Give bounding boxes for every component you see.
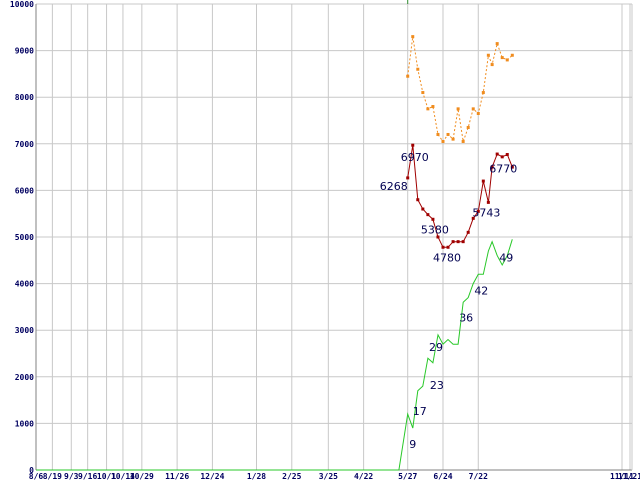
y-tick-label: 2000 bbox=[15, 373, 34, 382]
data-point-red bbox=[505, 153, 509, 157]
x-tick-label: 2/25 bbox=[282, 472, 301, 480]
data-point-red bbox=[461, 240, 465, 244]
x-tick-label: 11/26 bbox=[165, 472, 189, 480]
data-point-red bbox=[436, 235, 440, 239]
x-tick-label: 11/21 bbox=[618, 472, 640, 480]
y-axis-ticks: 0 1000 2000 3000 4000 5000 6000 7000 8000 9000 100… bbox=[10, 0, 34, 475]
data-point-red bbox=[411, 143, 415, 147]
data-point-orange bbox=[466, 125, 470, 129]
x-tick-label: 9/3 bbox=[64, 472, 79, 480]
x-tick-label: 10/29 bbox=[130, 472, 154, 480]
data-point-red bbox=[476, 209, 480, 213]
data-point-red bbox=[416, 198, 420, 202]
data-point-orange bbox=[476, 112, 480, 116]
y-tick-label: 10000 bbox=[10, 0, 34, 9]
data-label-red: 5743 bbox=[472, 206, 500, 219]
data-point-red bbox=[441, 245, 445, 249]
data-point-orange bbox=[421, 91, 425, 95]
data-point-red bbox=[471, 216, 475, 220]
x-tick-label: 1/28 bbox=[247, 472, 266, 480]
data-label-red: 6268 bbox=[380, 180, 408, 193]
data-label-red: 6770 bbox=[489, 163, 517, 176]
data-point-orange bbox=[495, 42, 499, 46]
x-tick-label: 12/24 bbox=[200, 472, 224, 480]
y-tick-label: 4000 bbox=[15, 280, 34, 289]
data-point-red bbox=[426, 213, 430, 217]
data-point-orange bbox=[406, 74, 410, 78]
x-tick-label: 10/14 bbox=[111, 472, 135, 480]
data-point-red bbox=[486, 200, 490, 204]
data-point-orange bbox=[505, 58, 509, 62]
y-tick-label: 0 bbox=[29, 466, 34, 475]
data-point-orange bbox=[481, 91, 485, 95]
data-point-red bbox=[421, 207, 425, 211]
x-tick-label: 7/22 bbox=[469, 472, 488, 480]
data-point-red bbox=[466, 230, 470, 234]
x-tick-label: 6/24 bbox=[433, 472, 452, 480]
series-line-red bbox=[407, 145, 513, 248]
data-label-green: 36 bbox=[459, 312, 473, 325]
y-tick-label: 8000 bbox=[15, 93, 34, 102]
data-label-green: 17 bbox=[413, 405, 427, 418]
data-point-red bbox=[481, 179, 485, 183]
x-tick-label: 4/22 bbox=[354, 472, 373, 480]
x-tick-label: 11/11 bbox=[610, 472, 634, 480]
data-point-orange bbox=[441, 139, 445, 143]
x-tick-label: 9/16 bbox=[78, 472, 97, 480]
data-label-green: 9 bbox=[409, 438, 416, 451]
data-point-red bbox=[500, 155, 504, 159]
data-point-orange bbox=[451, 137, 455, 141]
series-group bbox=[36, 35, 514, 471]
data-point-orange bbox=[416, 67, 420, 71]
data-point-red bbox=[406, 176, 410, 180]
x-tick-label: 10/1 bbox=[97, 472, 116, 480]
y-tick-label: 5000 bbox=[15, 233, 34, 242]
data-label-green: 23 bbox=[430, 379, 444, 392]
y-tick-label: 1000 bbox=[15, 419, 34, 428]
data-point-red bbox=[490, 165, 494, 169]
data-point-red bbox=[431, 217, 435, 221]
data-point-red bbox=[451, 240, 455, 244]
data-point-orange bbox=[461, 139, 465, 143]
data-label-red: 5380 bbox=[421, 223, 449, 236]
y-tick-label: 9000 bbox=[15, 47, 34, 56]
data-point-red bbox=[510, 165, 514, 169]
data-point-orange bbox=[446, 132, 450, 136]
y-tick-label: 3000 bbox=[15, 326, 34, 335]
data-point-red bbox=[456, 240, 460, 244]
x-tick-label: 8/19 bbox=[43, 472, 62, 480]
data-point-orange bbox=[500, 56, 504, 60]
x-tick-label: 5/27 bbox=[398, 472, 417, 480]
x-axis-ticks: 8/6 9/3 10/1 10/29 11/26 12/24 1/28 2/25 3/25 4/2… bbox=[29, 472, 640, 480]
data-label-green: 49 bbox=[499, 251, 513, 264]
data-label-red: 6970 bbox=[401, 151, 429, 164]
series-line-green bbox=[36, 239, 513, 471]
data-point-orange bbox=[436, 132, 440, 136]
data-point-orange bbox=[426, 107, 430, 111]
data-point-red bbox=[495, 152, 499, 156]
y-tick-label: 7000 bbox=[15, 140, 34, 149]
data-point-orange bbox=[490, 63, 494, 67]
data-point-orange bbox=[411, 35, 415, 39]
y-tick-label: 6000 bbox=[15, 186, 34, 195]
data-label-green: 42 bbox=[474, 284, 488, 297]
x-tick-label: 8/6 bbox=[29, 472, 44, 480]
x-tick-label: 3/25 bbox=[319, 472, 338, 480]
data-point-orange bbox=[456, 107, 460, 111]
series-line-orange bbox=[407, 36, 513, 143]
data-point-orange bbox=[471, 107, 475, 111]
data-point-orange bbox=[486, 53, 490, 57]
data-point-orange bbox=[510, 53, 514, 57]
grid-lines bbox=[35, 0, 633, 471]
data-label-green: 29 bbox=[429, 341, 443, 354]
data-point-orange bbox=[431, 105, 435, 109]
data-label-red: 4780 bbox=[433, 251, 461, 264]
data-point-red bbox=[446, 245, 450, 249]
